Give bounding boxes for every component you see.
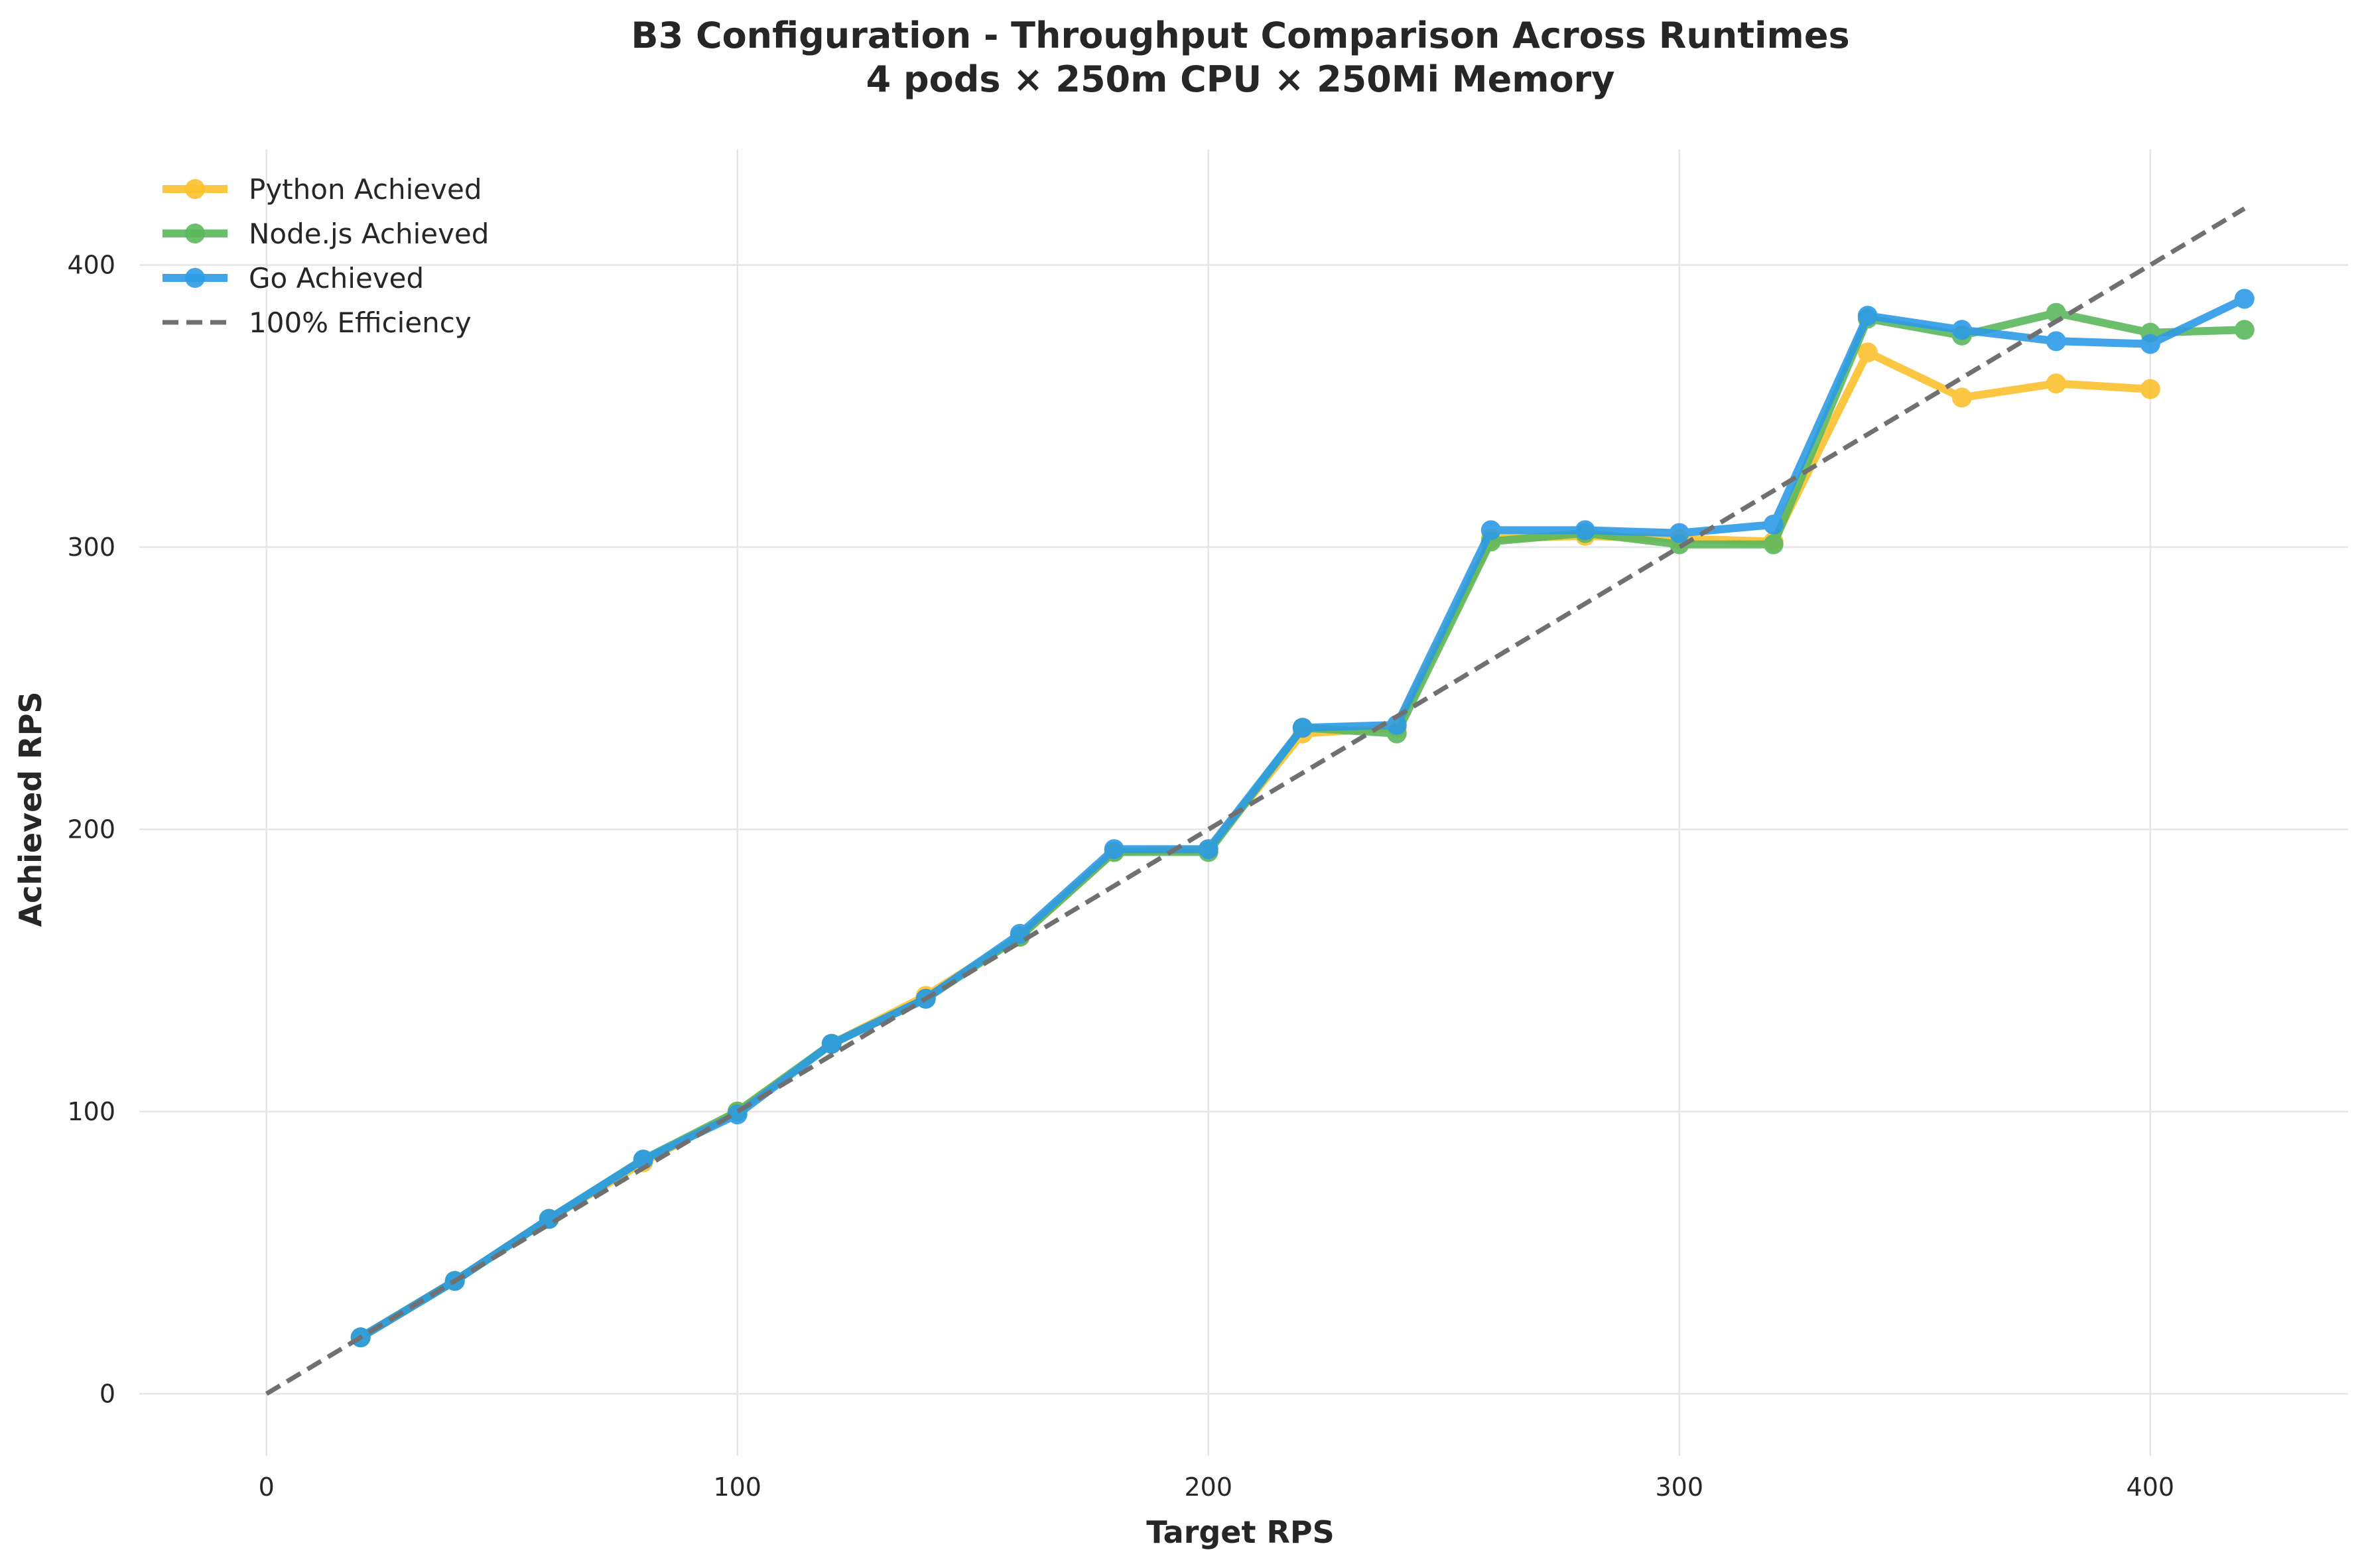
legend-marker (185, 268, 205, 288)
legend-item-python-achieved: Python Achieved (163, 173, 482, 206)
go-achieved-series (350, 289, 2255, 1348)
go-achieved-point (2046, 331, 2066, 352)
go-achieved-point (1198, 839, 1218, 860)
x-tick-label: 100 (713, 1472, 761, 1502)
python-achieved-point (1951, 387, 1972, 408)
chart-title: B3 Configuration - Throughput Comparison… (631, 15, 1849, 100)
node-js-achieved-line (356, 308, 2249, 1342)
y-axis-label: Achieved RPS (13, 692, 48, 927)
legend-item-100pct-efficiency: 100% Efficiency (163, 306, 472, 339)
x-tick-label: 0 (259, 1472, 275, 1502)
grid (139, 149, 2348, 1456)
python-achieved-point (2140, 379, 2160, 399)
go-achieved-point (2140, 334, 2160, 354)
go-achieved-point (1951, 320, 1972, 340)
legend-item-go-achieved: Go Achieved (163, 262, 424, 294)
go-achieved-point (1857, 306, 1878, 326)
go-achieved-point (1575, 520, 1595, 541)
python-achieved-series (350, 342, 2160, 1348)
legend-label: 100% Efficiency (249, 306, 472, 339)
legend: Python Achieved Node.js Achieved Go Achiev… (163, 173, 489, 339)
go-achieved-point (1386, 714, 1407, 735)
legend-label: Node.js Achieved (249, 218, 489, 250)
x-tick-label: 200 (1184, 1472, 1232, 1502)
series-layer (265, 206, 2255, 1396)
node-js-achieved-point (2234, 320, 2255, 340)
y-tick-label: 0 (99, 1379, 115, 1408)
go-achieved-line (356, 294, 2249, 1342)
y-tick-label: 100 (67, 1097, 115, 1126)
100pct-efficiency-line (265, 206, 2246, 1396)
python-achieved-point (2046, 373, 2066, 394)
legend-label: Python Achieved (249, 173, 482, 206)
go-achieved-point (1104, 839, 1124, 860)
go-achieved-point (1480, 520, 1501, 541)
legend-marker (185, 179, 205, 199)
y-tick-label: 400 (67, 250, 115, 279)
go-achieved-point (539, 1209, 559, 1229)
legend-item-node-js-achieved: Node.js Achieved (163, 218, 489, 250)
legend-label: Go Achieved (249, 262, 424, 294)
legend-marker (185, 224, 205, 243)
node-js-achieved-series (350, 302, 2255, 1348)
python-achieved-line (356, 348, 2154, 1342)
go-achieved-point (1763, 514, 1784, 535)
chart-title-line-1: B3 Configuration - Throughput Comparison… (631, 15, 1849, 56)
y-tick-label: 300 (67, 533, 115, 562)
y-tick-label: 200 (67, 815, 115, 844)
go-achieved-point (2234, 289, 2255, 309)
chart-title-line-2: 4 pods × 250m CPU × 250Mi Memory (866, 58, 1615, 100)
go-achieved-point (1669, 523, 1689, 543)
tick-labels: 0 100 200 300 400 0 100 200 300 400 (67, 250, 2174, 1502)
node-js-achieved-point (1763, 534, 1784, 555)
go-achieved-point (821, 1033, 842, 1054)
x-tick-label: 400 (2127, 1472, 2175, 1502)
x-axis-label: Target RPS (1146, 1514, 1335, 1550)
go-achieved-point (1292, 718, 1313, 738)
x-tick-label: 300 (1656, 1472, 1704, 1502)
python-achieved-point (1857, 342, 1878, 363)
